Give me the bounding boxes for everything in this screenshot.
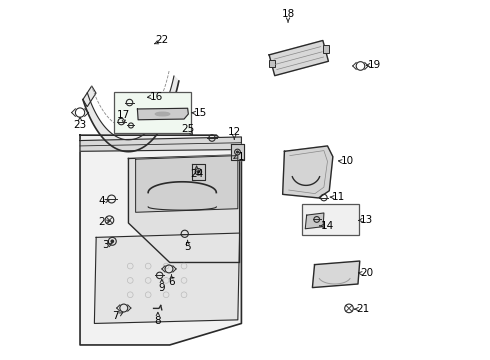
Ellipse shape bbox=[155, 112, 170, 116]
Text: 9: 9 bbox=[158, 283, 165, 293]
Text: 25: 25 bbox=[182, 124, 195, 134]
Text: 8: 8 bbox=[154, 316, 161, 325]
Polygon shape bbox=[283, 146, 333, 198]
Text: 16: 16 bbox=[149, 92, 163, 102]
Text: 18: 18 bbox=[281, 9, 294, 19]
Text: 6: 6 bbox=[168, 277, 175, 287]
Text: 20: 20 bbox=[360, 268, 373, 278]
Bar bbox=[302, 204, 359, 235]
Polygon shape bbox=[136, 156, 238, 212]
Text: 10: 10 bbox=[341, 156, 354, 166]
Polygon shape bbox=[137, 108, 188, 120]
Polygon shape bbox=[269, 60, 275, 67]
Polygon shape bbox=[80, 135, 242, 345]
Polygon shape bbox=[83, 76, 179, 152]
Text: 2: 2 bbox=[98, 217, 105, 227]
Polygon shape bbox=[83, 86, 96, 107]
Polygon shape bbox=[231, 144, 245, 160]
Polygon shape bbox=[192, 164, 205, 180]
Circle shape bbox=[237, 151, 238, 153]
Polygon shape bbox=[305, 213, 324, 229]
Text: 22: 22 bbox=[155, 35, 169, 45]
Text: 11: 11 bbox=[332, 192, 345, 202]
Text: 21: 21 bbox=[357, 304, 370, 314]
Text: 15: 15 bbox=[194, 108, 207, 118]
Text: 24: 24 bbox=[190, 169, 203, 179]
Circle shape bbox=[197, 171, 199, 173]
Polygon shape bbox=[269, 40, 328, 76]
Text: 19: 19 bbox=[368, 60, 381, 70]
Text: 7: 7 bbox=[112, 311, 119, 321]
Text: 4: 4 bbox=[98, 196, 105, 206]
Polygon shape bbox=[323, 45, 328, 53]
Polygon shape bbox=[95, 233, 240, 323]
Polygon shape bbox=[313, 261, 360, 288]
Text: 14: 14 bbox=[321, 221, 334, 231]
Text: 13: 13 bbox=[360, 215, 373, 225]
Text: 23: 23 bbox=[74, 121, 87, 130]
Circle shape bbox=[111, 240, 114, 243]
Bar bbox=[114, 92, 191, 134]
Polygon shape bbox=[128, 155, 240, 262]
Text: 5: 5 bbox=[184, 242, 191, 252]
Text: 12: 12 bbox=[228, 127, 241, 136]
Text: 1: 1 bbox=[238, 152, 245, 162]
Polygon shape bbox=[80, 137, 242, 151]
Text: 17: 17 bbox=[117, 110, 130, 120]
Text: 3: 3 bbox=[102, 239, 108, 249]
